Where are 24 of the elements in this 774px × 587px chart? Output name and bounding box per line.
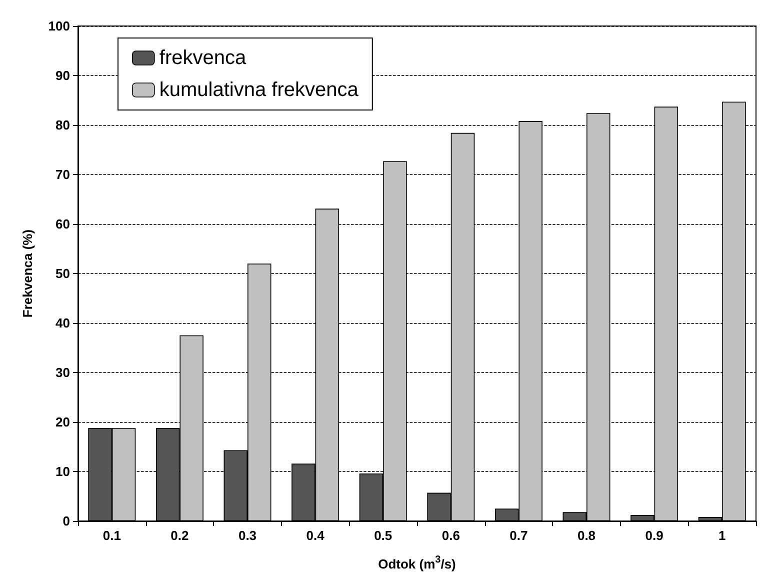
- y-tick-label: 10: [56, 464, 70, 479]
- y-tick-label: 90: [56, 68, 70, 83]
- y-tick-label: 20: [56, 414, 70, 430]
- x-tick-label: 0.8: [577, 528, 596, 543]
- x-tick-label: 0.2: [170, 528, 189, 543]
- y-tick-label: 80: [56, 118, 70, 132]
- y-tick-label: 100: [48, 18, 70, 34]
- x-tick-label: 0.6: [442, 528, 460, 543]
- y-tick-label: 50: [56, 266, 70, 281]
- y-tick-label: 40: [56, 316, 70, 330]
- x-tick-label: 0.3: [238, 528, 257, 543]
- x-tick-label: 0.7: [510, 528, 528, 543]
- legend-label: kumulativna frekvenca: [159, 79, 360, 101]
- x-tick-label: 0.9: [645, 528, 664, 543]
- y-tick-label: 30: [56, 365, 70, 380]
- legend-label: frekvenca: [159, 47, 247, 69]
- y-tick-label: 60: [56, 216, 70, 232]
- y-tick-label: 70: [56, 167, 70, 182]
- x-tick-label: 0.1: [102, 528, 121, 543]
- y-tick-label: 0: [62, 514, 70, 528]
- x-tick-label: 0.4: [306, 528, 326, 543]
- y-axis-title: Frekvenca (%): [20, 229, 35, 318]
- x-tick-label: 0.5: [374, 528, 392, 543]
- x-tick-label: 1: [718, 528, 726, 543]
